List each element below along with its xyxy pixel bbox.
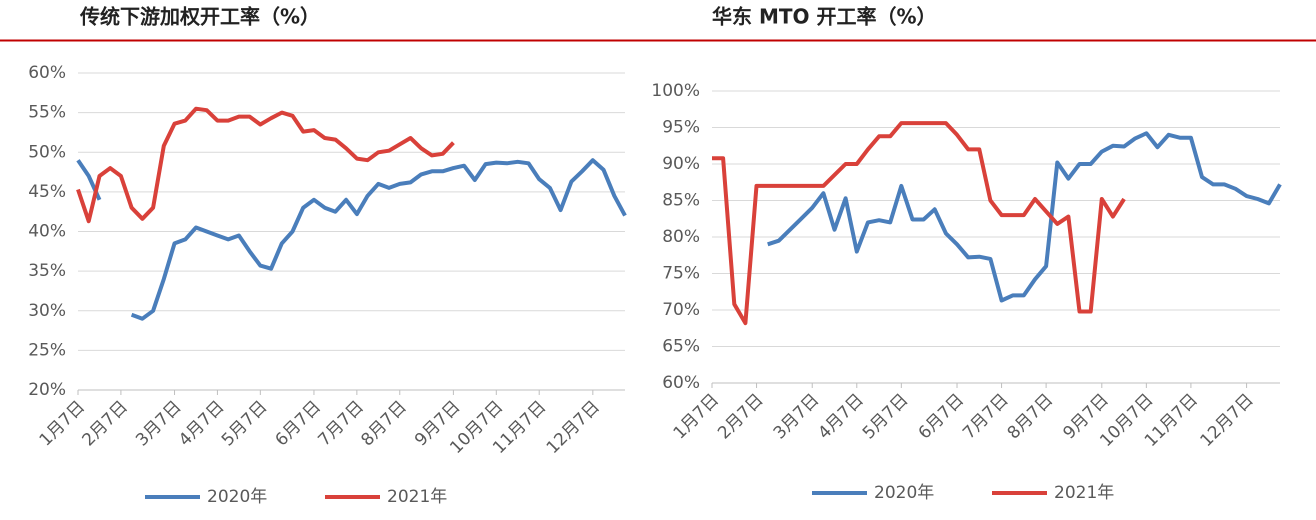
legend-label: 2020年 — [874, 483, 934, 503]
line-series — [76, 158, 627, 321]
legend-label: 2020年 — [207, 487, 267, 507]
x-tick-label: 12月7日 — [1197, 390, 1258, 451]
y-tick-label: 35% — [28, 261, 66, 281]
y-tick-label: 40% — [28, 222, 66, 242]
y-tick-label: 70% — [662, 300, 700, 320]
y-tick-label: 100% — [651, 81, 700, 101]
x-tick-label: 2月7日 — [714, 390, 767, 443]
line-series — [76, 106, 455, 224]
y-tick-label: 60% — [28, 63, 66, 83]
chart-title: 华东 MTO 开工率（%） — [712, 5, 937, 29]
x-tick-label: 7月7日 — [959, 390, 1012, 443]
x-tick-label: 3月7日 — [132, 397, 185, 450]
y-tick-label: 95% — [662, 118, 700, 138]
y-tick-label: 25% — [28, 340, 66, 360]
x-tick-label: 7月7日 — [314, 397, 367, 450]
y-tick-label: 50% — [28, 142, 66, 162]
x-tick-label: 8月7日 — [1004, 390, 1057, 443]
y-tick-label: 20% — [28, 380, 66, 400]
y-tick-label: 55% — [28, 103, 66, 123]
x-tick-label: 4月7日 — [175, 397, 228, 450]
y-tick-label: 80% — [662, 227, 700, 247]
x-tick-label: 6月7日 — [272, 397, 325, 450]
x-tick-label: 4月7日 — [814, 390, 867, 443]
x-tick-label: 8月7日 — [357, 397, 410, 450]
x-tick-label: 2月7日 — [78, 397, 131, 450]
x-tick-label: 5月7日 — [218, 397, 271, 450]
y-tick-label: 60% — [662, 373, 700, 393]
x-tick-label: 1月7日 — [36, 397, 89, 450]
y-tick-label: 75% — [662, 264, 700, 284]
y-tick-label: 85% — [662, 191, 700, 211]
x-tick-label: 12月7日 — [543, 397, 604, 458]
x-tick-label: 3月7日 — [770, 390, 823, 443]
chart-title: 传统下游加权开工率（%） — [79, 5, 320, 29]
y-tick-label: 45% — [28, 182, 66, 202]
line-series — [712, 121, 1126, 326]
x-tick-label: 5月7日 — [859, 390, 912, 443]
line-series — [767, 131, 1282, 303]
legend-label: 2021年 — [1054, 483, 1114, 503]
x-tick-label: 1月7日 — [670, 390, 723, 443]
y-tick-label: 65% — [662, 337, 700, 357]
y-tick-label: 30% — [28, 301, 66, 321]
legend-label: 2021年 — [387, 487, 447, 507]
x-tick-label: 6月7日 — [915, 390, 968, 443]
y-tick-label: 90% — [662, 154, 700, 174]
